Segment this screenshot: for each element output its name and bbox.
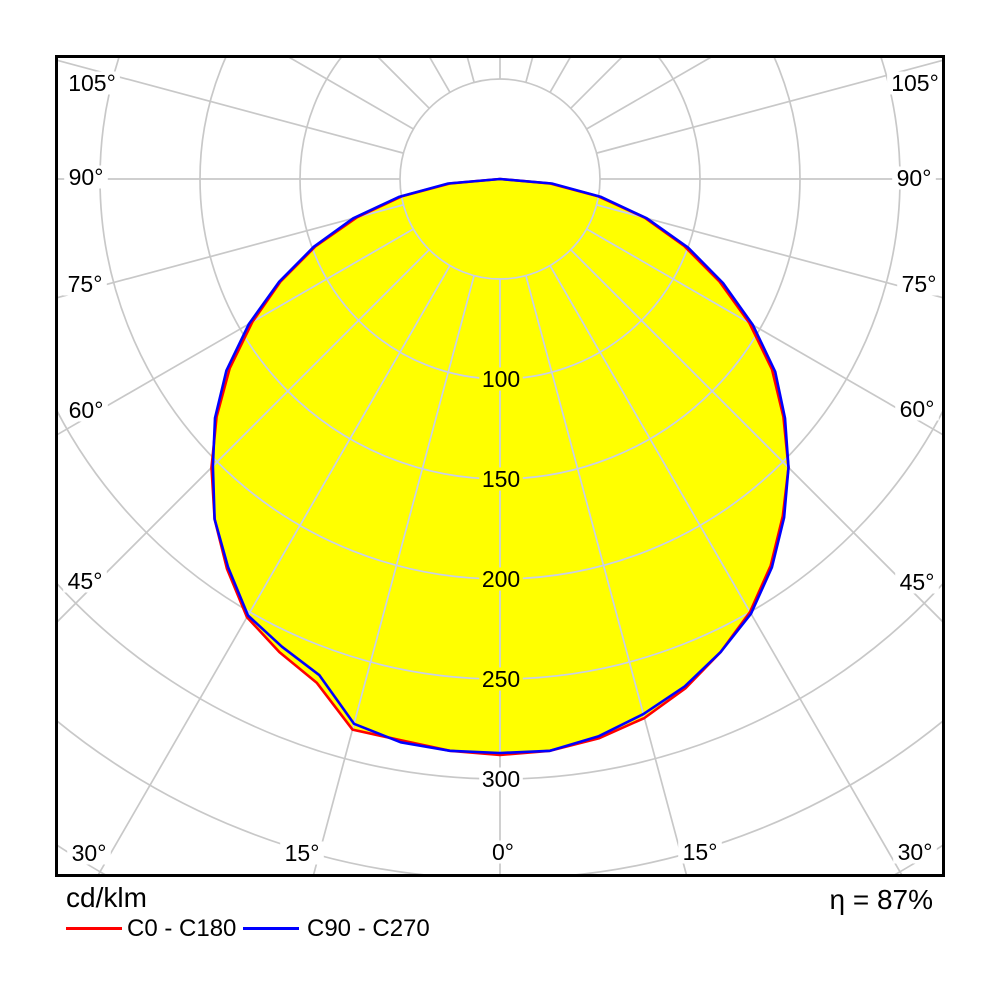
grid-spoke (254, 0, 474, 82)
axis-tick-label: 105° (68, 70, 116, 96)
label-mask (895, 397, 939, 421)
axis-tick-label: 200 (482, 566, 520, 592)
label-mask (479, 467, 523, 491)
grid-spoke (596, 204, 944, 299)
grid-spoke (596, 59, 944, 154)
label-mask (897, 272, 941, 296)
axis-tick-label: 30° (898, 839, 933, 865)
axis-labels: 105° 90° 75° 60° 45° 30° 15° 0° 15° 30° 45° 60° 75° 9… (63, 70, 943, 866)
grid-spoke (570, 249, 789, 755)
c90-c270-curve (211, 177, 790, 755)
axis-tick-label: 15° (285, 840, 320, 866)
axis-tick-label: 90° (897, 165, 932, 191)
label-mask (678, 840, 722, 864)
unit-label: cd/klm (66, 882, 147, 913)
axis-tick-label: 15° (683, 839, 718, 865)
grid-spoke (0, 0, 413, 129)
axis-tick-label: 75° (902, 271, 937, 297)
label-mask (67, 841, 111, 865)
axis-tick-label: 0° (492, 839, 514, 865)
axis-tick-label: 30° (72, 840, 107, 866)
grid-spoke (525, 56, 534, 83)
label-mask (487, 840, 519, 864)
axis-tick-label: 60° (69, 397, 104, 423)
grid-spoke (56, 59, 404, 154)
grid-spoke (56, 204, 404, 299)
label-mask (895, 570, 939, 594)
grid-spoke (526, 0, 746, 82)
grid-spoke (586, 56, 714, 130)
label-mask (63, 272, 107, 296)
axis-tick-label: 45° (68, 568, 103, 594)
grid-spoke (587, 0, 1000, 129)
grid-spoke (0, 0, 403, 153)
efficiency-label: η = 87% (829, 884, 933, 915)
label-mask (280, 841, 324, 865)
label-mask (64, 398, 108, 422)
grid-spoke (253, 275, 475, 755)
label-mask (479, 767, 523, 791)
axis-tick-label: 300 (482, 766, 520, 792)
axis-tick-label: 100 (482, 366, 520, 392)
label-mask (63, 569, 107, 593)
grid-spoke (525, 275, 747, 755)
axis-tick-label: 90° (69, 164, 104, 190)
label-mask (64, 165, 108, 189)
grid-spoke (586, 228, 789, 655)
label-mask (892, 166, 936, 190)
axis-tick-label: 45° (900, 569, 935, 595)
label-mask (479, 667, 523, 691)
c0-c180-curve (210, 177, 790, 757)
axis-tick-label: 60° (900, 396, 935, 422)
label-mask (64, 71, 120, 95)
grid-spoke (211, 228, 414, 655)
chart-frame (55, 55, 945, 877)
grid-spoke (466, 56, 475, 83)
label-mask (479, 367, 523, 391)
axis-tick-label: 250 (482, 666, 520, 692)
grid-spoke (286, 56, 414, 130)
label-mask (893, 840, 937, 864)
axis-tick-label: 105° (891, 70, 939, 96)
grid-spoke (211, 249, 430, 755)
axis-tick-label: 150 (482, 466, 520, 492)
axis-tick-label: 75° (68, 271, 103, 297)
label-mask (887, 71, 943, 95)
label-mask (479, 567, 523, 591)
